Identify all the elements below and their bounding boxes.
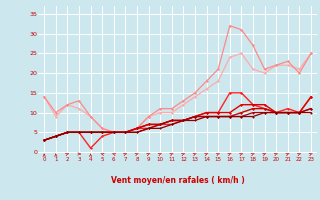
X-axis label: Vent moyen/en rafales ( km/h ): Vent moyen/en rafales ( km/h ) [111, 176, 244, 185]
